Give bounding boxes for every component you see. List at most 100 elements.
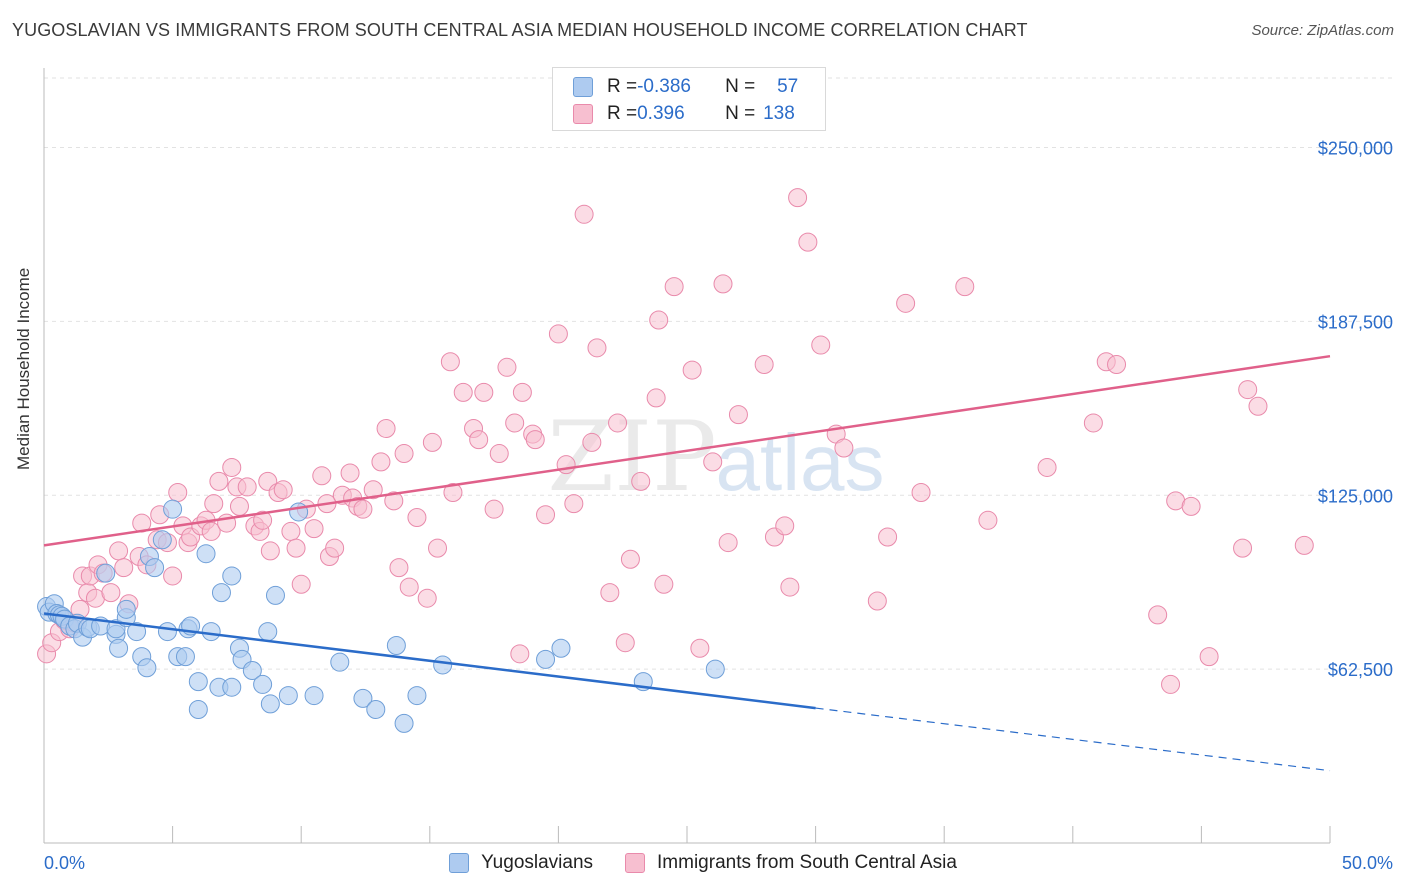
- immigrants-point: [253, 510, 273, 530]
- immigrants-point: [690, 638, 710, 658]
- immigrants-point: [389, 558, 409, 578]
- immigrants-point: [1107, 355, 1127, 375]
- yugoslavians-point: [253, 674, 273, 694]
- immigrants-point: [363, 480, 383, 500]
- immigrants-point: [1037, 457, 1057, 477]
- immigrants-point: [163, 566, 183, 586]
- yugoslavians-point: [433, 655, 453, 675]
- immigrants-point: [114, 558, 134, 578]
- yugoslavians-point: [116, 599, 136, 619]
- immigrants-point: [273, 480, 293, 500]
- immigrants-point: [201, 521, 221, 541]
- immigrants-point: [428, 538, 448, 558]
- immigrants-point: [312, 466, 332, 486]
- immigrants-point: [376, 419, 396, 439]
- yugoslavians-point: [175, 647, 195, 667]
- immigrants-point: [978, 510, 998, 530]
- immigrants-point: [109, 541, 129, 561]
- immigrants-point: [1083, 413, 1103, 433]
- immigrants-point: [291, 574, 311, 594]
- immigrants-point: [867, 591, 887, 611]
- immigrants-point: [811, 335, 831, 355]
- immigrants-point: [505, 413, 525, 433]
- immigrants-point: [422, 432, 442, 452]
- series-legend: Yugoslavians Immigrants from South Centr…: [0, 852, 1406, 874]
- yugoslavians-point: [196, 544, 216, 564]
- immigrants-point: [222, 457, 242, 477]
- blue-swatch: [573, 77, 593, 97]
- yugoslavians-point: [536, 649, 556, 669]
- immigrants-point: [775, 516, 795, 536]
- immigrants-point: [497, 357, 517, 377]
- chart-title: YUGOSLAVIAN VS IMMIGRANTS FROM SOUTH CEN…: [12, 20, 1028, 40]
- immigrants-point: [631, 471, 651, 491]
- immigrants-point: [229, 496, 249, 516]
- x-tick-label: 50.0%: [1342, 853, 1393, 873]
- immigrants-point: [728, 405, 748, 425]
- yugoslavians-point: [265, 585, 285, 605]
- yugoslavians-point: [258, 622, 278, 642]
- immigrants-point: [955, 277, 975, 297]
- immigrants-point: [878, 527, 898, 547]
- chart-source: Source: ZipAtlas.com: [1251, 22, 1394, 39]
- immigrants-point: [1238, 380, 1258, 400]
- immigrants-trendline: [43, 354, 1331, 547]
- y-tick-label: $125,000: [1318, 486, 1393, 506]
- r-value: -0.386: [637, 76, 691, 97]
- immigrants-point: [682, 360, 702, 380]
- immigrants-point: [394, 444, 414, 464]
- immigrants-point: [237, 477, 257, 497]
- legend-item-immigrants[interactable]: Immigrants from South Central Asia: [625, 852, 957, 874]
- immigrants-point: [512, 382, 532, 402]
- yugoslavians-point: [152, 530, 172, 550]
- immigrants-point: [489, 444, 509, 464]
- x-tick-label: 0.0%: [44, 853, 85, 873]
- immigrants-point: [1199, 647, 1219, 667]
- immigrants-point: [484, 499, 504, 519]
- n-label: N =: [725, 76, 756, 97]
- n-value: 57: [777, 76, 799, 97]
- yugoslavians-point: [222, 677, 242, 697]
- immigrants-point: [384, 491, 404, 511]
- yugoslavians-point: [96, 563, 116, 583]
- yugoslavians-trendline: [43, 612, 816, 710]
- immigrants-point: [788, 188, 808, 208]
- r-label: R =: [607, 76, 638, 97]
- immigrants-point: [582, 432, 602, 452]
- immigrants-point: [754, 355, 774, 375]
- yugoslavians-point: [705, 659, 725, 679]
- yugoslavians-point: [222, 566, 242, 586]
- immigrants-point: [1294, 535, 1314, 555]
- immigrants-point: [587, 338, 607, 358]
- blue-swatch: [449, 853, 470, 873]
- immigrants-point: [440, 352, 460, 372]
- immigrants-point: [1248, 396, 1268, 416]
- immigrants-point: [834, 438, 854, 458]
- yugoslavians-point: [260, 694, 280, 714]
- immigrants-point: [453, 382, 473, 402]
- yugoslavians-point: [551, 638, 571, 658]
- legend-row-yugoslavians: R = -0.386 N = 57: [573, 74, 798, 100]
- immigrants-point: [525, 430, 545, 450]
- immigrants-point: [286, 538, 306, 558]
- immigrants-point: [474, 382, 494, 402]
- n-value: 138: [763, 103, 795, 124]
- immigrants-point: [798, 232, 818, 252]
- yugoslavians-point: [278, 686, 298, 706]
- correlation-legend: R = -0.386 N = 57 R = 0.396 N = 138: [552, 67, 826, 131]
- immigrants-point: [536, 505, 556, 525]
- immigrants-point: [574, 204, 594, 224]
- legend-item-yugoslavians[interactable]: Yugoslavians: [449, 852, 593, 874]
- yugoslavians-point: [407, 686, 427, 706]
- immigrants-point: [281, 521, 301, 541]
- yugoslavians-point: [137, 658, 157, 678]
- yugoslavians-point: [211, 583, 231, 603]
- immigrants-point: [168, 482, 188, 502]
- n-label: N =: [725, 103, 756, 124]
- yugoslavians-point: [366, 699, 386, 719]
- immigrants-point: [600, 583, 620, 603]
- immigrants-point: [1181, 496, 1201, 516]
- yugoslavians-point: [304, 686, 324, 706]
- yugoslavians-point: [145, 558, 165, 578]
